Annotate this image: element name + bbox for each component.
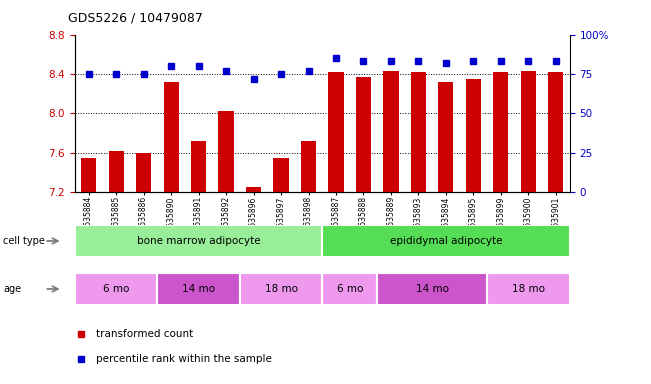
Bar — [273, 157, 288, 192]
Bar — [75, 273, 158, 305]
Bar — [411, 72, 426, 192]
Text: 18 mo: 18 mo — [512, 284, 545, 294]
Bar — [301, 141, 316, 192]
Bar — [109, 151, 124, 192]
Text: transformed count: transformed count — [96, 329, 193, 339]
Bar — [246, 187, 261, 192]
Bar — [81, 157, 96, 192]
Bar — [75, 225, 322, 257]
Text: cell type: cell type — [3, 236, 45, 246]
Bar — [548, 72, 564, 192]
Bar — [493, 72, 508, 192]
Bar — [521, 71, 536, 192]
Bar — [322, 273, 377, 305]
Bar — [219, 111, 234, 192]
Bar — [383, 71, 398, 192]
Text: age: age — [3, 284, 21, 294]
Bar — [191, 141, 206, 192]
Text: 14 mo: 14 mo — [182, 284, 215, 294]
Bar — [240, 273, 322, 305]
Bar — [356, 77, 371, 192]
Bar — [487, 273, 570, 305]
Text: epididymal adipocyte: epididymal adipocyte — [390, 236, 502, 246]
Bar — [466, 79, 481, 192]
Bar — [377, 273, 487, 305]
Text: 14 mo: 14 mo — [416, 284, 449, 294]
Text: bone marrow adipocyte: bone marrow adipocyte — [137, 236, 260, 246]
Text: GDS5226 / 10479087: GDS5226 / 10479087 — [68, 12, 203, 25]
Text: 6 mo: 6 mo — [103, 284, 130, 294]
Bar — [158, 273, 240, 305]
Bar — [328, 72, 344, 192]
Bar — [136, 152, 151, 192]
Bar — [322, 225, 570, 257]
Text: 6 mo: 6 mo — [337, 284, 363, 294]
Bar — [438, 82, 454, 192]
Bar — [163, 82, 178, 192]
Text: percentile rank within the sample: percentile rank within the sample — [96, 354, 271, 364]
Text: 18 mo: 18 mo — [264, 284, 298, 294]
